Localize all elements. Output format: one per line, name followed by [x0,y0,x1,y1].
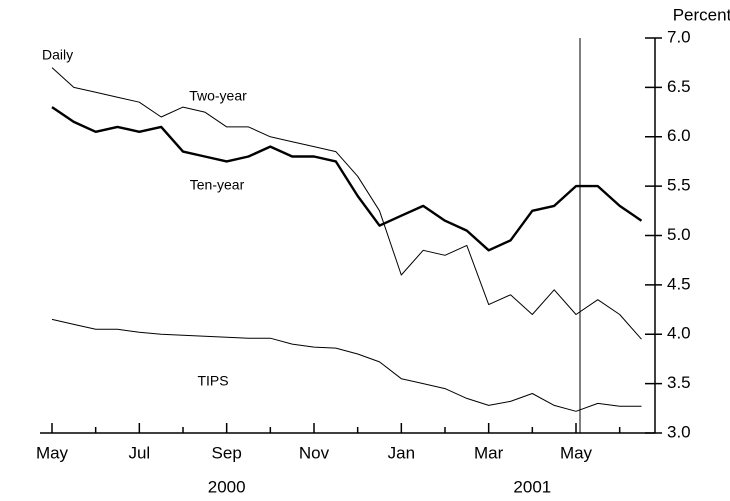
year-label: 2000 [208,477,246,496]
x-tick-label: Sep [212,443,242,462]
x-tick-label: May [36,443,69,462]
y-axis-label: Percent [673,5,730,24]
y-tick-label: 7.0 [667,27,691,46]
x-tick-label: Jan [388,443,415,462]
series-line [51,318,642,412]
x-tick-label: Jul [128,443,150,462]
y-tick-label: 3.5 [667,373,691,392]
x-tick-label: May [560,443,593,462]
subtitle: Daily [42,47,73,63]
series-line [51,106,643,252]
x-tick-label: Nov [299,443,330,462]
x-tick-label: Mar [474,443,504,462]
y-tick-label: 4.5 [667,274,691,293]
y-tick-label: 6.0 [667,126,691,145]
y-tick-label: 4.0 [667,324,691,343]
series-label: Ten-year [190,177,245,193]
y-tick-label: 6.5 [667,77,691,96]
y-tick-label: 3.0 [667,422,691,441]
y-tick-label: 5.0 [667,225,691,244]
series-label: Two-year [189,88,247,104]
year-label: 2001 [513,477,551,496]
series-label: TIPS [197,373,228,389]
series-line [51,67,642,340]
y-tick-label: 5.5 [667,176,691,195]
